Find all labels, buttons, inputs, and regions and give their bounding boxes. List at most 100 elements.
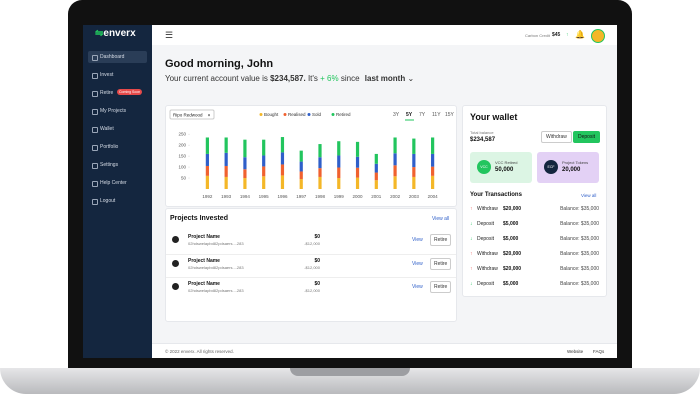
topbar: ☰ Carbon Credit $45 ↑ 🔔 bbox=[152, 25, 617, 45]
transaction-type: Deposit bbox=[477, 281, 494, 287]
account-period[interactable]: last month bbox=[364, 74, 406, 83]
bell-icon[interactable]: 🔔 bbox=[575, 30, 585, 39]
nav-label: Settings bbox=[100, 162, 119, 168]
transaction-arrow: ↑ bbox=[470, 206, 473, 212]
withdraw-button[interactable]: Withdraw bbox=[541, 131, 572, 143]
transaction-balance: Balance: $35,000 bbox=[560, 206, 599, 212]
bar-segment bbox=[431, 137, 435, 154]
project-name: Project Name bbox=[188, 258, 220, 264]
nav-item[interactable]: My Projects bbox=[88, 105, 147, 117]
token-card: VCC VCC Retired 50,000 bbox=[470, 152, 532, 183]
deposit-button[interactable]: Deposit bbox=[573, 131, 600, 143]
project-amount: $0 bbox=[314, 258, 320, 264]
sidebar: ⇋enverx Dashboard Invest Retire Coming Soon… bbox=[83, 25, 152, 358]
laptop-notch bbox=[290, 368, 410, 376]
project-amount: $0 bbox=[314, 234, 320, 240]
bar-segment bbox=[393, 153, 397, 166]
bar-segment bbox=[318, 176, 322, 189]
x-tick-label: 1999 bbox=[334, 194, 345, 199]
bar-segment bbox=[412, 153, 416, 168]
projects-title: Projects Invested bbox=[170, 215, 228, 222]
transaction-arrow: ↓ bbox=[470, 236, 473, 242]
nav-label: Portfolio bbox=[100, 144, 119, 150]
nav-item[interactable]: Dashboard bbox=[88, 51, 147, 63]
nav-icon bbox=[92, 181, 98, 187]
projects-view-all[interactable]: View all bbox=[432, 216, 450, 222]
transaction-amount: $20,000 bbox=[503, 266, 522, 272]
bar-segment bbox=[337, 141, 341, 156]
footer-faqs[interactable]: FAQs bbox=[593, 349, 605, 354]
x-tick-label: 1996 bbox=[277, 194, 288, 199]
bar-segment bbox=[374, 180, 378, 189]
balance-label: Total balance bbox=[470, 130, 494, 135]
transaction-balance: Balance: $35,000 bbox=[560, 281, 599, 287]
nav-item[interactable]: Wallet bbox=[88, 123, 147, 135]
token-label: Project Tokens bbox=[562, 160, 589, 165]
x-tick-label: 2003 bbox=[409, 194, 420, 199]
bar-segment bbox=[280, 175, 285, 189]
transaction-arrow: ↑ bbox=[470, 251, 473, 257]
chart-card: Ripo Redwood ▾ Bought Realised Sold Retired 3Y… bbox=[165, 105, 457, 207]
nav-item[interactable]: Portfolio bbox=[88, 141, 147, 153]
dropdown-label: Ripo Redwood bbox=[173, 113, 203, 118]
bar-segment bbox=[393, 176, 397, 189]
bar-segment bbox=[205, 165, 209, 176]
x-tick-label: 2001 bbox=[371, 194, 382, 199]
y-tick-label: 50 bbox=[181, 176, 187, 181]
nav-item[interactable]: Logout bbox=[88, 195, 147, 207]
avatar[interactable] bbox=[591, 29, 605, 43]
transaction-amount: $5,000 bbox=[503, 281, 519, 287]
transaction-amount: $5,000 bbox=[503, 236, 519, 242]
range-option[interactable]: 3Y bbox=[393, 112, 400, 118]
bar-segment bbox=[205, 137, 209, 154]
bar-segment bbox=[205, 175, 209, 189]
transaction-balance: Balance: $35,000 bbox=[560, 266, 599, 272]
nav-item[interactable]: Invest bbox=[88, 69, 147, 81]
range-option[interactable]: 11Y bbox=[432, 112, 441, 118]
bar-segment bbox=[262, 155, 266, 167]
nav-icon bbox=[92, 127, 98, 133]
x-tick-label: 2000 bbox=[353, 194, 364, 199]
retire-button[interactable]: Retire bbox=[430, 281, 452, 293]
transaction-arrow: ↓ bbox=[470, 281, 473, 287]
balance-value: $234,587 bbox=[470, 137, 496, 143]
bar-segment bbox=[337, 167, 341, 179]
view-link[interactable]: View bbox=[412, 284, 423, 290]
retire-button[interactable]: Retire bbox=[430, 258, 452, 270]
nav-label: Wallet bbox=[100, 126, 114, 132]
bar-segment bbox=[243, 157, 247, 170]
nav-badge: Coming Soon bbox=[117, 89, 143, 95]
legend-label: Realised bbox=[288, 112, 306, 117]
range-option[interactable]: 5Y bbox=[406, 112, 413, 118]
x-tick-label: 1997 bbox=[296, 194, 307, 199]
transactions-title: Your Transactions bbox=[470, 192, 522, 198]
nav-item[interactable]: Retire Coming Soon bbox=[88, 87, 147, 99]
range-option[interactable]: 15Y bbox=[445, 112, 455, 118]
token-icon: ECF bbox=[544, 160, 558, 174]
bar-segment bbox=[299, 161, 303, 172]
footer: © 2022 enverx. All rights reserved. Webs… bbox=[152, 343, 617, 358]
dropdown[interactable] bbox=[169, 109, 215, 120]
logo[interactable]: ⇋enverx bbox=[95, 28, 136, 39]
carbon-value: $45 bbox=[552, 32, 561, 38]
project-amount: $0 bbox=[314, 281, 320, 287]
bar-segment bbox=[205, 153, 209, 166]
nav-item[interactable]: Help Center bbox=[88, 177, 147, 189]
view-link[interactable]: View bbox=[412, 237, 423, 243]
bar-segment bbox=[299, 179, 303, 189]
bar-segment bbox=[280, 137, 285, 153]
view-link[interactable]: View bbox=[412, 261, 423, 267]
menu-icon[interactable]: ☰ bbox=[165, 30, 174, 40]
bar-segment bbox=[355, 156, 360, 168]
transactions-view-all[interactable]: View all bbox=[581, 193, 597, 198]
nav-label: Logout bbox=[100, 198, 116, 204]
range-option[interactable]: 7Y bbox=[419, 112, 426, 118]
bar-segment bbox=[243, 169, 247, 179]
legend-dot bbox=[331, 113, 335, 116]
bar-segment bbox=[393, 137, 397, 154]
footer-website[interactable]: Website bbox=[567, 349, 584, 354]
nav-label: My Projects bbox=[100, 108, 127, 114]
nav-item[interactable]: Settings bbox=[88, 159, 147, 171]
retire-button[interactable]: Retire bbox=[430, 234, 452, 246]
transaction-balance: Balance: $35,000 bbox=[560, 251, 599, 257]
